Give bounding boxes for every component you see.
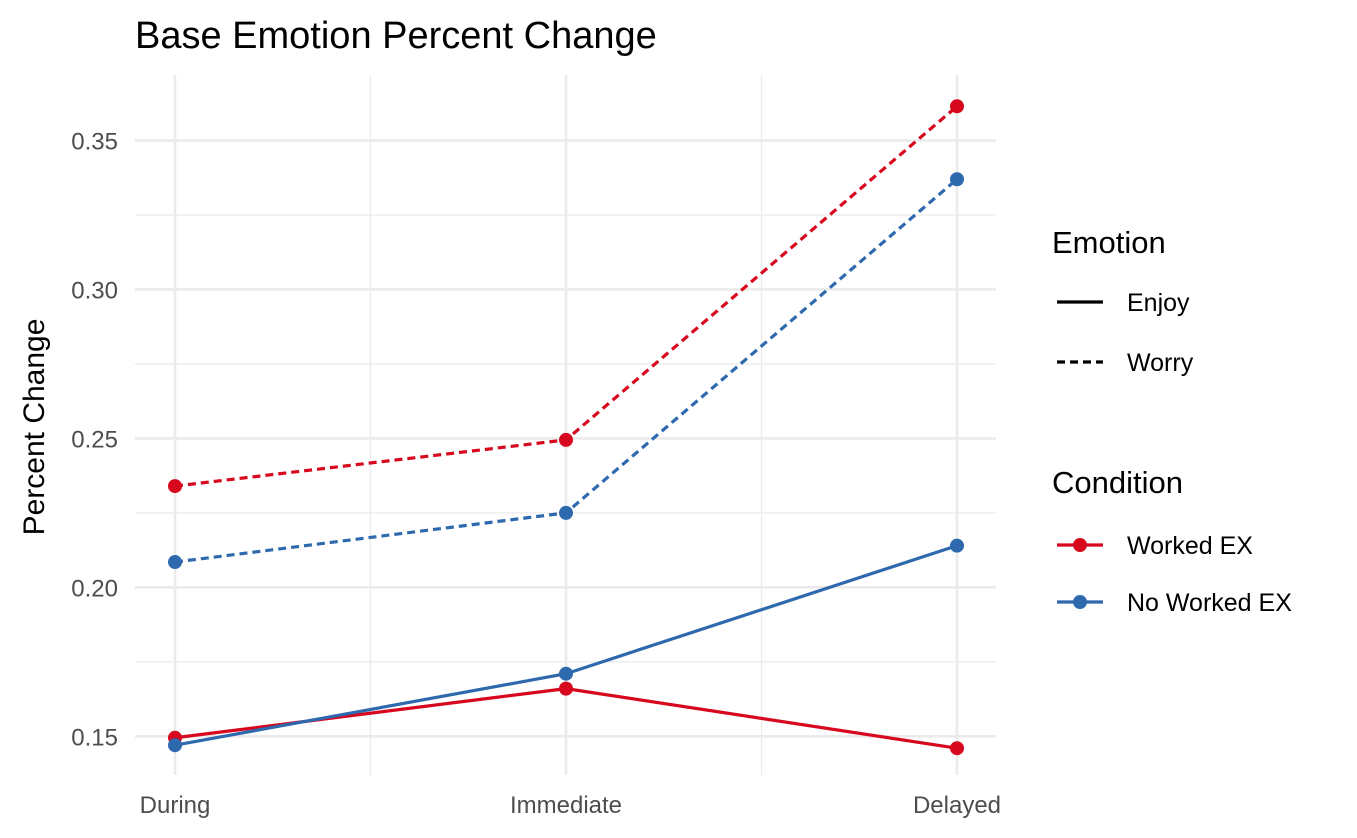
y-tick-label: 0.30: [71, 277, 118, 304]
data-point: [168, 555, 182, 570]
legend-label-emotion: Enjoy: [1127, 289, 1190, 317]
data-point: [559, 432, 573, 447]
y-tick-label: 0.20: [71, 575, 118, 602]
legend-label-condition: Worked EX: [1127, 532, 1253, 560]
x-axis-ticks: During Immediate Delayed: [140, 792, 1001, 819]
legend-label-condition: No Worked EX: [1127, 589, 1292, 617]
y-axis-title: Percent Change: [18, 319, 51, 536]
points-layer: [168, 99, 964, 756]
data-point: [168, 479, 182, 494]
y-tick-label: 0.35: [71, 129, 118, 156]
data-point: [950, 172, 964, 187]
x-tick-label: Delayed: [913, 792, 1001, 819]
data-point: [559, 681, 573, 696]
legend-key-point: [1073, 595, 1087, 609]
x-tick-label: During: [140, 792, 211, 819]
data-point: [950, 538, 964, 553]
data-point: [950, 99, 964, 114]
y-tick-label: 0.15: [71, 724, 118, 751]
legend-title-condition: Condition: [1052, 465, 1183, 500]
y-axis-ticks: 0.15 0.20 0.25 0.30 0.35: [71, 129, 118, 752]
data-point: [559, 666, 573, 681]
data-point: [168, 738, 182, 753]
y-tick-label: 0.25: [71, 426, 118, 453]
legend-key-point: [1073, 538, 1087, 552]
chart-title: Base Emotion Percent Change: [135, 15, 657, 57]
data-point: [559, 505, 573, 520]
legend: Emotion Enjoy Worry Condition Worked EX No Wo…: [1052, 225, 1292, 617]
legend-title-emotion: Emotion: [1052, 225, 1166, 260]
legend-label-emotion: Worry: [1127, 349, 1194, 377]
data-point: [950, 741, 964, 756]
x-tick-label: Immediate: [510, 792, 622, 819]
